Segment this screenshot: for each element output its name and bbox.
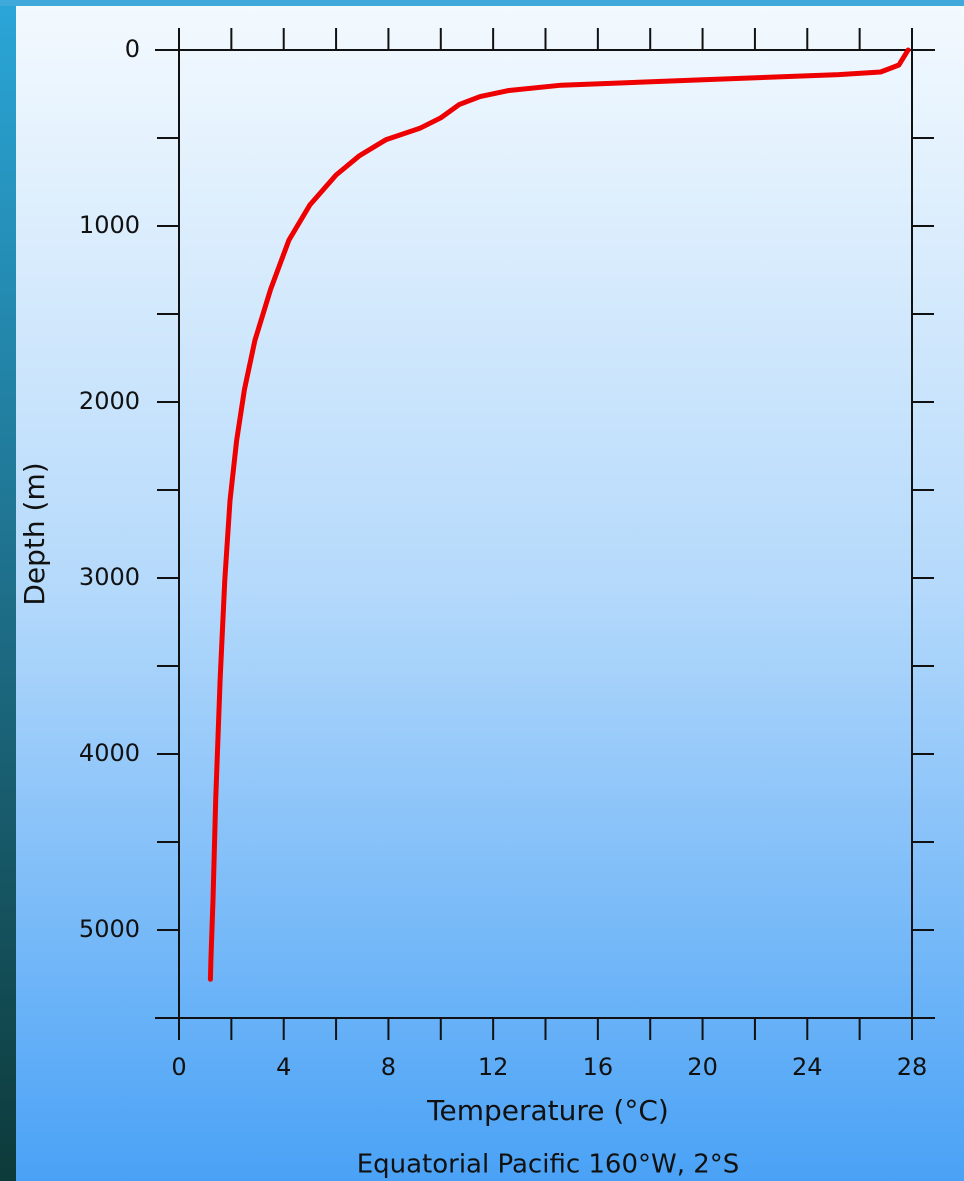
profile-line [207,47,911,982]
y-tick-label: 2000 [79,387,140,415]
y-tick-label: 0 [125,35,140,63]
x-tick-label: 16 [583,1053,614,1081]
photo-edge [0,0,964,6]
photo-edge [0,0,16,1181]
x-tick-label: 24 [792,1053,823,1081]
x-tick-label: 28 [897,1053,928,1081]
y-tick-label: 5000 [79,915,140,943]
x-axis-label: Temperature (°C) [426,1094,669,1127]
x-tick-label: 20 [687,1053,718,1081]
x-tick-label: 8 [381,1053,396,1081]
x-tick-label: 12 [478,1053,509,1081]
y-tick-label: 4000 [79,739,140,767]
x-tick-label: 0 [171,1053,186,1081]
x-tick-label: 4 [276,1053,291,1081]
y-tick-label: 3000 [79,563,140,591]
y-axis-label: Depth (m) [18,462,51,605]
y-tick-label: 1000 [79,211,140,239]
caption: Equatorial Pacific 160°W, 2°S [357,1150,740,1180]
